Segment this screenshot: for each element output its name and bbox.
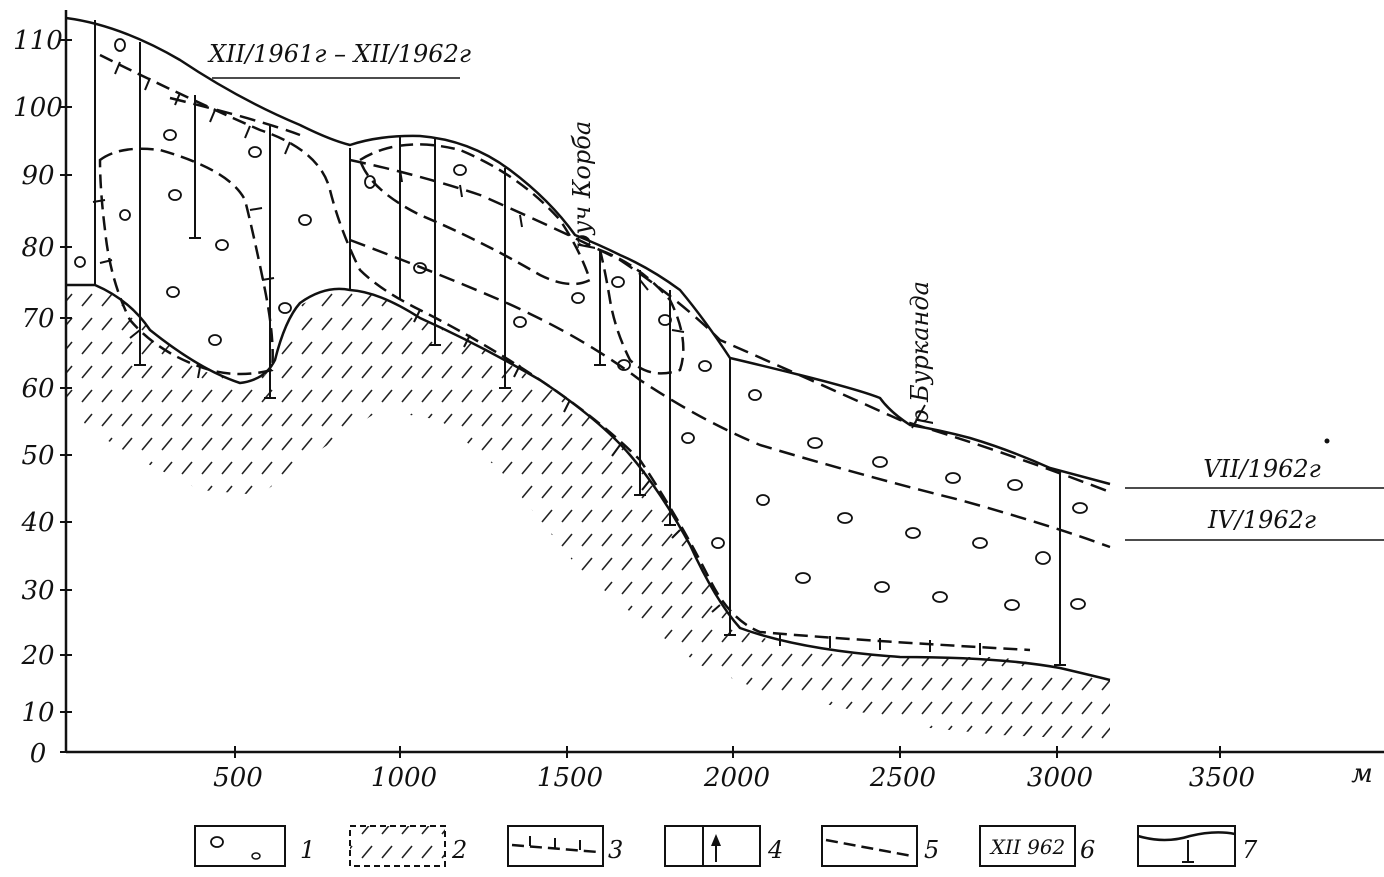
x-tick-label: 3500 — [1189, 763, 1255, 793]
x-tick-label: 3000 — [1027, 763, 1093, 793]
water-level-label-iv: IV/1962г — [1207, 506, 1316, 534]
legend: 1 2 3 4 5 — [194, 825, 1258, 867]
stream-label-korba: руч Корба — [568, 121, 596, 250]
water-level-label-vii: VII/1962г — [1203, 455, 1321, 483]
y-tick-label: 90 — [21, 161, 54, 191]
legend-number: 1 — [300, 836, 315, 864]
legend-item-5: 5 — [821, 825, 939, 867]
legend-item-6: XII 962 6 — [979, 825, 1095, 867]
x-tick-label: 2000 — [703, 763, 770, 793]
y-tick-label: 20 — [20, 641, 54, 671]
legend-item-2: 2 — [349, 825, 467, 867]
x-tick-label: 1500 — [537, 763, 603, 793]
x-tick-label: 500 — [213, 763, 263, 793]
legend-number: 7 — [1242, 836, 1258, 864]
stream-label-burkanda: р Бурканда — [906, 281, 934, 425]
y-tick-label: 100 — [13, 93, 63, 123]
alluvium-pebbles — [74, 38, 1088, 611]
legend-number: 2 — [451, 836, 467, 864]
legend-item-7: 7 — [1137, 825, 1258, 867]
legend-sample-text: XII 962 — [989, 835, 1066, 859]
y-tick-label: 0 — [30, 739, 47, 769]
x-tick-label: 1000 — [371, 763, 437, 793]
bedrock-hatch — [66, 285, 1110, 740]
speck — [1324, 438, 1330, 444]
frozen-boundary-line-1 — [99, 53, 1031, 652]
x-tick-label: 2500 — [869, 763, 936, 793]
y-tick-label: 80 — [21, 233, 54, 263]
x-tick-labels: 500 1000 1500 2000 2500 3000 3500 м — [213, 759, 1373, 793]
y-tick-label: 30 — [21, 576, 54, 606]
legend-item-4: 4 — [664, 825, 783, 867]
frozen-lens-line-2 — [358, 143, 592, 286]
borehole-caps — [134, 237, 1066, 666]
x-axis-unit: м — [1351, 759, 1373, 789]
legend-number: 5 — [924, 836, 939, 864]
y-tick-label: 60 — [21, 374, 54, 404]
y-tick-label: 40 — [20, 508, 54, 538]
y-tick-label: 70 — [21, 304, 54, 334]
y-tick-marks — [60, 39, 72, 753]
water-level-line-vii — [169, 96, 1111, 494]
water-level-line-iv — [349, 238, 1111, 549]
frozen-tick-marks — [92, 61, 981, 655]
y-tick-labels: 0 10 20 30 40 50 60 70 80 90 100 110 — [13, 26, 63, 769]
frozen-lens-line-3 — [598, 247, 685, 375]
legend-number: 6 — [1080, 836, 1095, 864]
boreholes — [94, 20, 1061, 665]
legend-item-1: 1 — [194, 825, 315, 867]
y-tick-label: 50 — [21, 441, 54, 471]
legend-number: 4 — [767, 836, 783, 864]
stream-marker-line — [911, 404, 926, 429]
x-tick-marks — [234, 746, 1221, 758]
period-label: XII/1961г – XII/1962г — [207, 40, 471, 68]
y-tick-label: 10 — [21, 698, 54, 728]
ground-surface-line — [65, 16, 1111, 486]
legend-item-3: 3 — [507, 825, 623, 867]
legend-number: 3 — [608, 836, 623, 864]
y-tick-label: 110 — [13, 26, 63, 56]
